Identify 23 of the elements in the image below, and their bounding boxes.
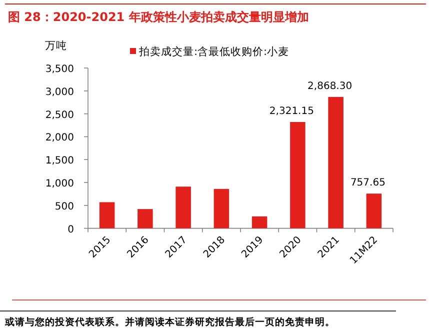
data-label: 2,868.30 xyxy=(308,80,352,92)
y-tick-label: 2,500 xyxy=(45,110,74,121)
bar xyxy=(328,96,344,228)
bar xyxy=(290,122,306,228)
y-tick-label: 3,500 xyxy=(45,64,74,75)
data-label: 757.65 xyxy=(350,178,386,189)
y-tick-label: 500 xyxy=(54,201,74,212)
y-tick-label: 3,000 xyxy=(45,86,74,98)
bar xyxy=(252,216,268,228)
bar xyxy=(214,188,230,228)
bar xyxy=(366,194,382,228)
bar xyxy=(99,202,115,228)
legend-label: 拍卖成交量:含最低收购价:小麦 xyxy=(138,45,290,58)
data-label: 2,321.15 xyxy=(269,106,314,117)
text: 或请与您的投资代表联系。并请阅读本证券研究报告最后一页的免责申明。 xyxy=(4,316,335,328)
bar xyxy=(138,209,153,228)
y-tick-label: 1,000 xyxy=(45,178,74,190)
y-tick-label: 2,000 xyxy=(45,132,74,144)
y-tick-label: 0 xyxy=(68,224,74,236)
y-tick-label: 1,500 xyxy=(45,156,74,167)
bar xyxy=(176,186,191,228)
chart-title: 图 28：2020-2021 年政策性小麦拍卖成交量明显增加 xyxy=(8,10,309,24)
y-axis-title: 万吨 xyxy=(45,39,67,52)
